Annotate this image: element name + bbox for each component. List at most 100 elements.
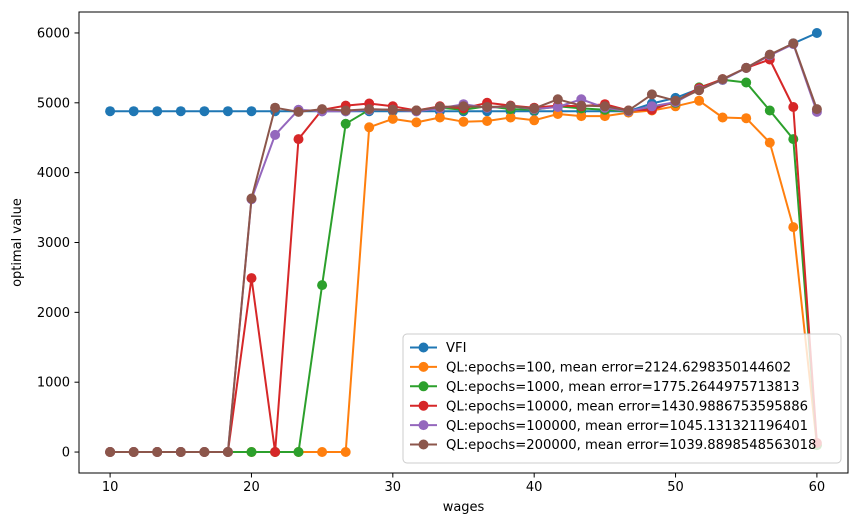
series-marker-ql-epochs-100 <box>411 117 422 128</box>
series-marker-ql-epochs-200000 <box>387 104 398 115</box>
series-marker-ql-epochs-100 <box>764 137 775 148</box>
series-marker-ql-epochs-100 <box>340 447 351 457</box>
series-marker-ql-epochs-200000 <box>270 102 281 113</box>
x-tick-label: 20 <box>243 480 260 495</box>
series-marker-ql-epochs-100 <box>317 447 328 457</box>
series-marker-ql-epochs-100 <box>552 109 563 119</box>
series-marker-ql-epochs-10000 <box>293 134 304 145</box>
series-marker-ql-epochs-10000 <box>270 447 281 457</box>
series-marker-ql-epochs-1000 <box>741 77 752 88</box>
x-tick-label: 30 <box>385 480 402 495</box>
x-tick-label: 40 <box>526 480 543 495</box>
series-marker-ql-epochs-100 <box>434 112 445 123</box>
y-tick-label: 4000 <box>37 166 70 181</box>
series-marker-ql-epochs-100000 <box>552 102 563 112</box>
series-marker-ql-epochs-200000 <box>411 105 422 116</box>
series-marker-ql-epochs-100000 <box>646 101 657 112</box>
y-tick-label: 3000 <box>37 236 70 251</box>
series-marker-vfi <box>152 106 163 117</box>
series-marker-ql-epochs-200000 <box>128 447 139 457</box>
y-tick-label: 1000 <box>37 376 70 391</box>
series-marker-ql-epochs-200000 <box>529 103 540 114</box>
series-marker-vfi <box>246 106 257 117</box>
legend-marker-sample <box>418 420 429 431</box>
series-marker-ql-epochs-200000 <box>317 104 328 115</box>
series-marker-ql-epochs-200000 <box>199 447 210 457</box>
legend-marker-sample <box>418 381 429 392</box>
series-marker-vfi <box>811 28 822 38</box>
series-marker-ql-epochs-200000 <box>340 105 351 116</box>
series-marker-vfi <box>128 106 139 117</box>
legend-label: QL:epochs=1000, mean error=1775.26449757… <box>446 380 800 395</box>
legend-entry-ql-epochs-1000: QL:epochs=1000, mean error=1775.26449757… <box>410 380 800 395</box>
series-marker-ql-epochs-200000 <box>222 447 233 457</box>
legend-marker-sample <box>418 400 429 411</box>
legend: VFI QL:epochs=100, mean error=2124.629835… <box>402 333 842 464</box>
series-marker-ql-epochs-1000 <box>764 105 775 116</box>
series-marker-ql-epochs-200000 <box>717 74 728 85</box>
series-marker-ql-epochs-1000 <box>340 118 351 129</box>
legend-label: VFI <box>446 341 467 356</box>
legend-label: QL:epochs=200000, mean error=1039.889854… <box>446 438 816 453</box>
series-marker-ql-epochs-200000 <box>175 447 186 457</box>
x-axis-label: wages <box>443 500 485 515</box>
series-marker-ql-epochs-200000 <box>434 102 445 112</box>
legend-entry-ql-epochs-10000: QL:epochs=10000, mean error=1430.9886753… <box>410 399 808 414</box>
legend-marker-sample <box>418 439 429 450</box>
y-tick-label: 6000 <box>37 26 70 41</box>
series-marker-ql-epochs-200000 <box>458 101 469 112</box>
series-marker-vfi <box>175 106 186 117</box>
y-tick-label: 5000 <box>37 96 70 111</box>
series-marker-ql-epochs-100 <box>505 112 516 123</box>
legend-box <box>402 333 842 464</box>
series-marker-ql-epochs-200000 <box>482 102 493 112</box>
x-tick-label: 60 <box>809 480 826 495</box>
series-marker-ql-epochs-100 <box>741 113 752 124</box>
series-marker-ql-epochs-1000 <box>293 447 304 457</box>
x-tick-label: 10 <box>102 480 119 495</box>
series-marker-ql-epochs-200000 <box>623 105 634 116</box>
series-marker-vfi <box>105 106 116 117</box>
series-marker-ql-epochs-1000 <box>317 280 328 291</box>
y-tick-label: 2000 <box>37 306 70 321</box>
series-marker-ql-epochs-200000 <box>764 49 775 60</box>
series-marker-ql-epochs-100 <box>694 95 705 106</box>
series-marker-ql-epochs-200000 <box>246 193 257 204</box>
series-marker-ql-epochs-1000 <box>246 447 257 457</box>
series-marker-vfi <box>222 106 233 117</box>
legend-label: QL:epochs=100, mean error=2124.629835014… <box>446 361 791 376</box>
series-marker-ql-epochs-100 <box>788 222 799 233</box>
series-ql-epochs-200000 <box>105 38 822 457</box>
series-marker-ql-epochs-200000 <box>364 104 375 115</box>
series-marker-ql-epochs-200000 <box>599 101 610 112</box>
series-marker-ql-epochs-200000 <box>293 106 304 117</box>
series-marker-ql-epochs-10000 <box>246 273 257 284</box>
legend-entry-ql-epochs-100000: QL:epochs=100000, mean error=1045.131321… <box>410 419 808 434</box>
plot-border <box>78 11 849 474</box>
legend-entry-vfi: VFI <box>410 341 467 356</box>
series-marker-ql-epochs-10000 <box>788 102 799 112</box>
legend-entry-ql-epochs-200000: QL:epochs=200000, mean error=1039.889854… <box>410 438 816 453</box>
series-marker-ql-epochs-200000 <box>552 94 563 105</box>
series-marker-ql-epochs-100 <box>529 115 540 126</box>
series-marker-ql-epochs-100000 <box>270 129 281 140</box>
series-marker-ql-epochs-200000 <box>105 447 116 457</box>
series-marker-vfi <box>199 106 210 117</box>
legend-marker-sample <box>418 361 429 372</box>
legend-label: QL:epochs=10000, mean error=1430.9886753… <box>446 399 808 414</box>
series-marker-ql-epochs-200000 <box>811 104 822 115</box>
series-marker-ql-epochs-100 <box>482 116 493 126</box>
x-tick-label: 50 <box>667 480 684 495</box>
y-axis-label: optimal value <box>10 198 25 287</box>
series-marker-ql-epochs-100 <box>387 113 398 124</box>
series-marker-ql-epochs-200000 <box>670 95 681 106</box>
series-marker-ql-epochs-200000 <box>694 85 705 96</box>
series-marker-ql-epochs-200000 <box>741 62 752 73</box>
series-marker-ql-epochs-100 <box>576 111 587 122</box>
series-marker-ql-epochs-200000 <box>576 100 587 111</box>
series-marker-ql-epochs-200000 <box>646 89 657 100</box>
series-marker-ql-epochs-200000 <box>788 38 799 49</box>
series-marker-ql-epochs-100 <box>717 112 728 123</box>
